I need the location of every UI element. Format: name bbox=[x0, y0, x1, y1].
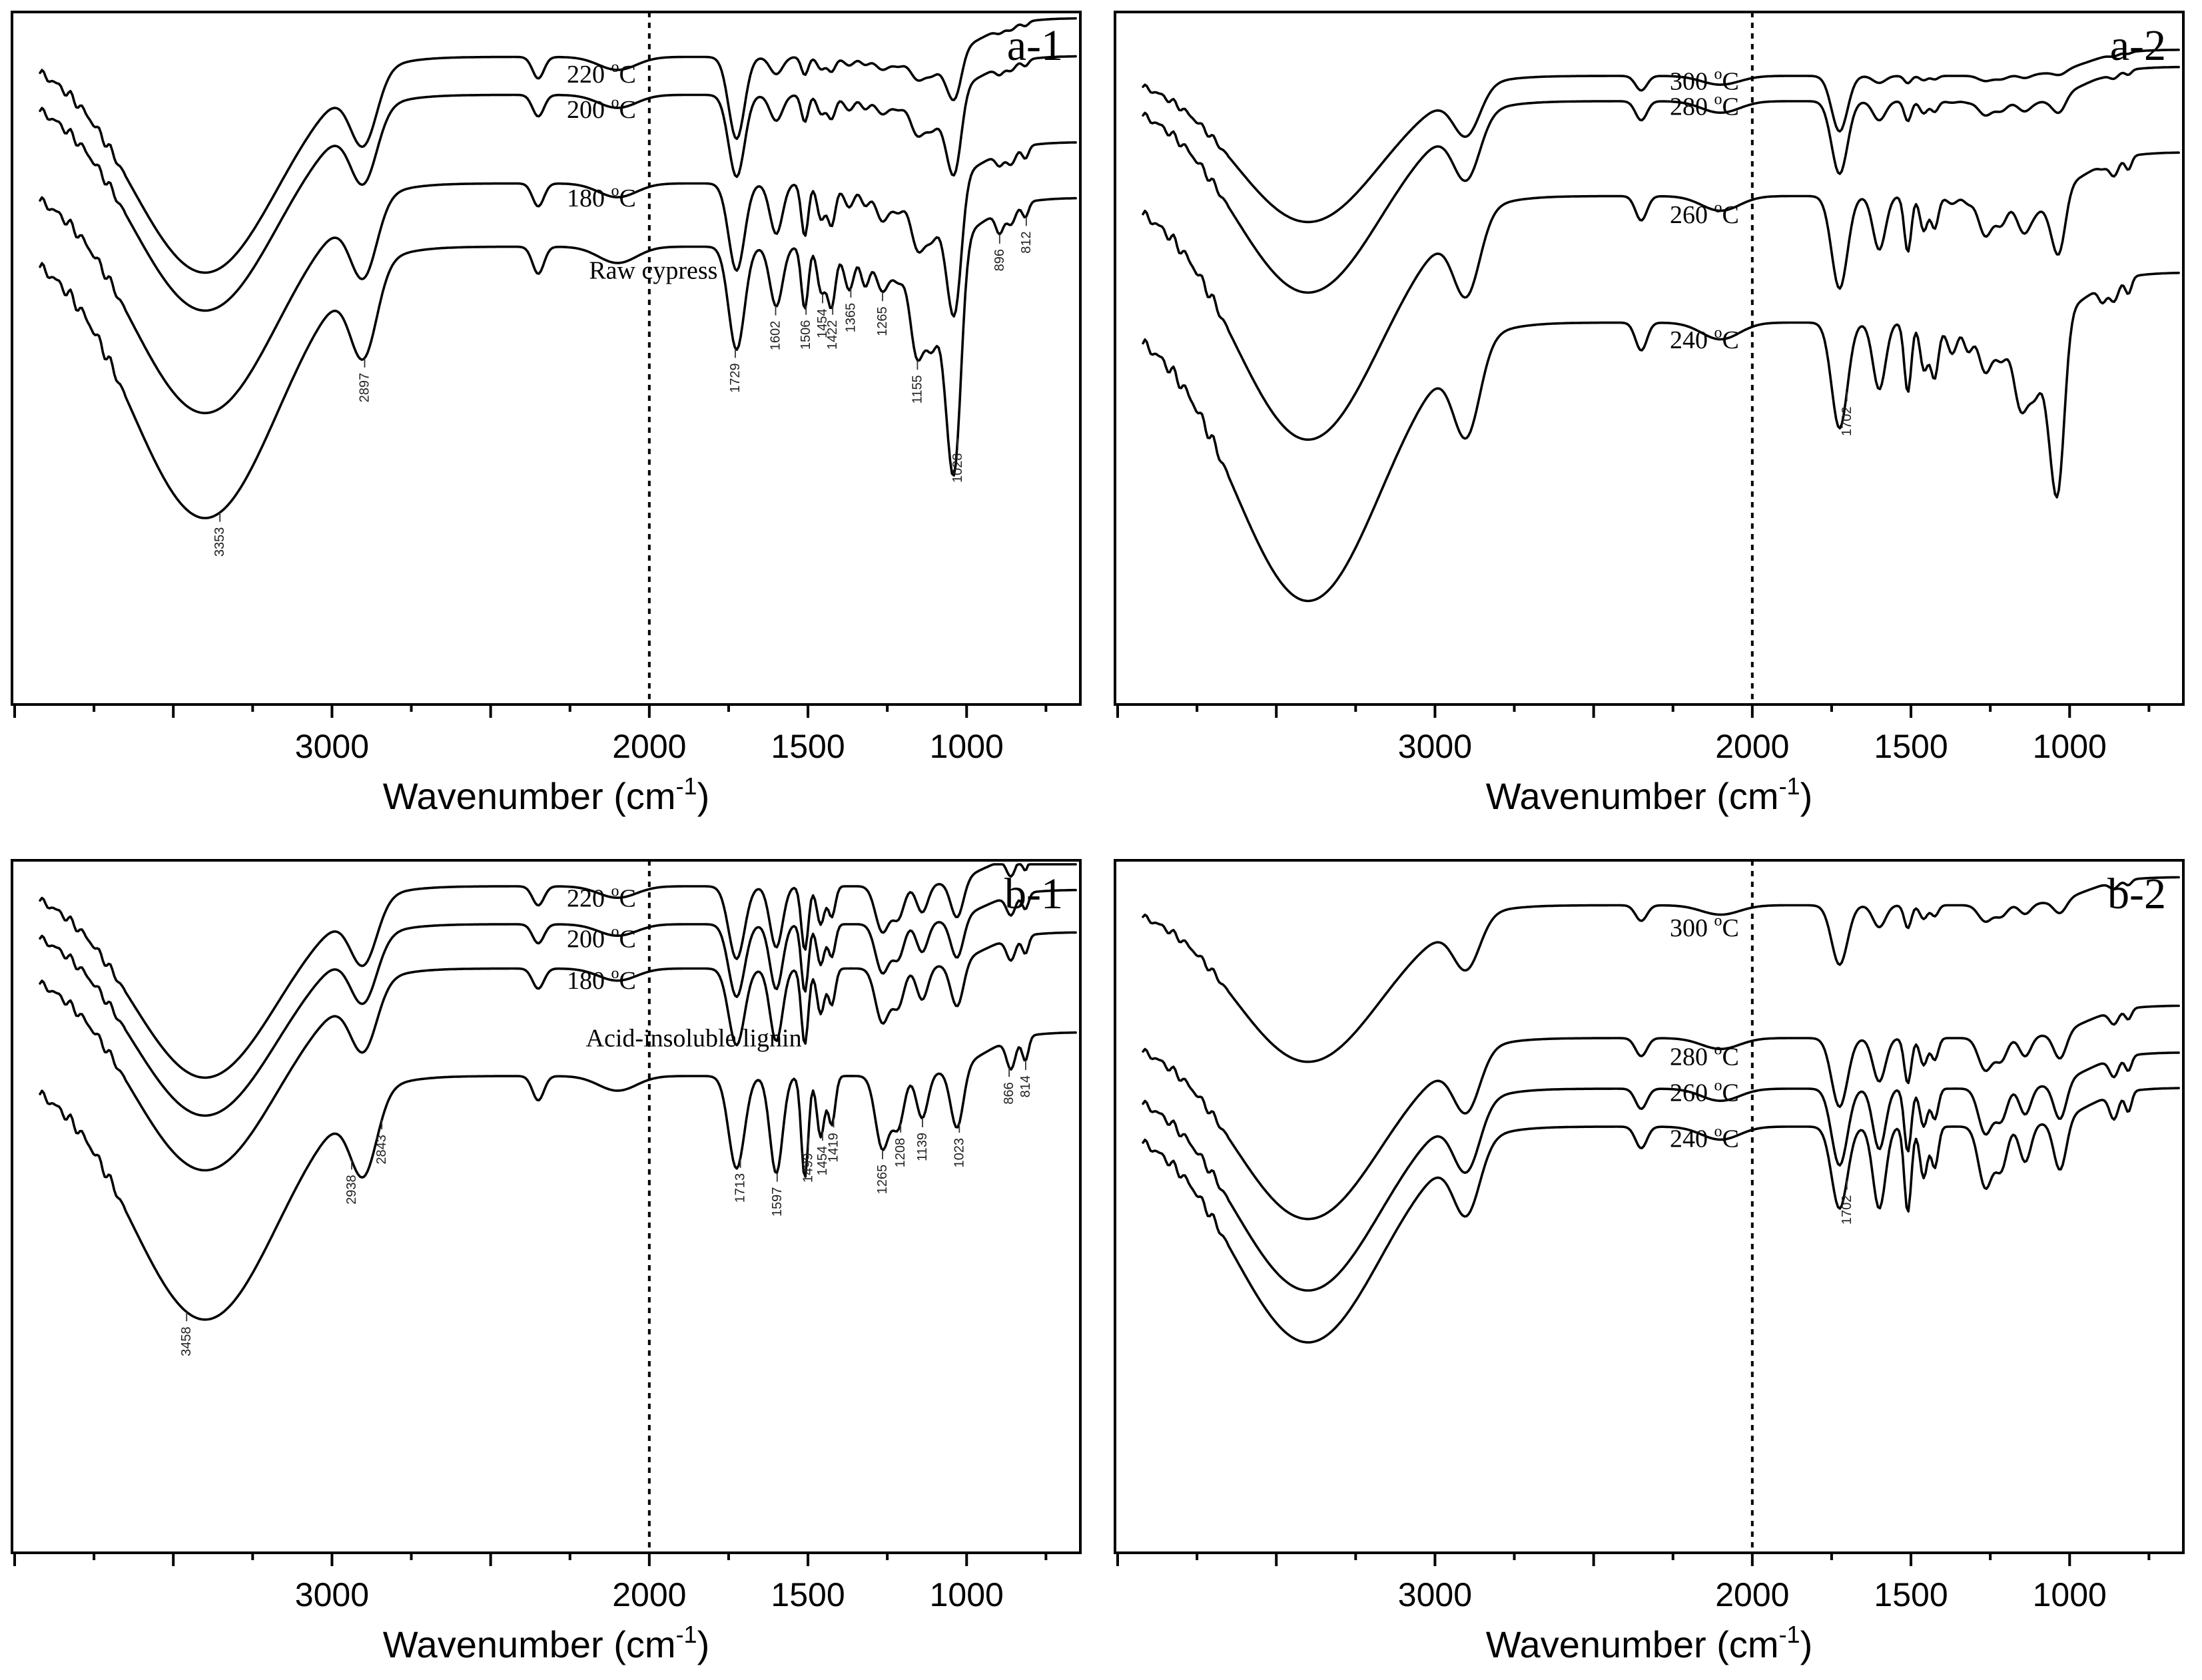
series-label: 220 oC bbox=[567, 882, 636, 912]
peak-label: 1729 bbox=[728, 363, 743, 393]
peak-label: 1023 bbox=[952, 1138, 966, 1168]
x-tick-label: 1500 bbox=[771, 728, 845, 765]
x-tick-label: 1500 bbox=[771, 1576, 845, 1613]
plot-frame bbox=[11, 859, 1082, 1554]
peak-label: 1208 bbox=[893, 1138, 908, 1168]
panel-a-2: 3000 2000 1500 1000 Wavenumber (cm-1) a-2 300 … bbox=[1114, 11, 2185, 817]
spectrum-3 bbox=[39, 141, 1077, 415]
spectrum-2 bbox=[1142, 1004, 2180, 1221]
x-tick-label: 2000 bbox=[612, 1576, 686, 1613]
peak-label: 1454 bbox=[815, 1146, 830, 1176]
panel-a-1: 3000 2000 1500 1000 Wavenumber (cm-1) a-1 220 … bbox=[11, 11, 1082, 817]
x-tick-label: 1000 bbox=[2033, 1576, 2107, 1613]
peak-label: 1139 bbox=[915, 1133, 930, 1161]
peak-label: 1265 bbox=[875, 306, 890, 336]
spectrum-1 bbox=[39, 17, 1077, 274]
peak-label: 1365 bbox=[843, 303, 858, 333]
series-label: 200 oC bbox=[567, 94, 636, 124]
spectrum-4 bbox=[39, 1031, 1077, 1321]
series-label: 280 oC bbox=[1670, 1041, 1739, 1071]
spectrum-1 bbox=[1142, 876, 2180, 1063]
series-label: 240 oC bbox=[1670, 1123, 1739, 1153]
series-label: 300 oC bbox=[1670, 912, 1739, 942]
spectrum-3 bbox=[1142, 151, 2180, 441]
series-label: 180 oC bbox=[567, 965, 636, 995]
spectrum-3 bbox=[1142, 1051, 2180, 1292]
x-tick-label: 1500 bbox=[1874, 1576, 1948, 1613]
peak-label: 1454 bbox=[815, 308, 830, 338]
panel-label: a-2 bbox=[2110, 21, 2166, 70]
panel-label: a-1 bbox=[1007, 21, 1063, 70]
series-label: 260 oC bbox=[1670, 1077, 1739, 1107]
series-label: 200 oC bbox=[567, 923, 636, 953]
peak-label: 812 bbox=[1019, 231, 1034, 253]
spectrum-2 bbox=[39, 888, 1077, 1117]
peak-label: 2843 bbox=[374, 1135, 389, 1165]
plot-frame bbox=[1114, 859, 2185, 1554]
x-tick-label: 2000 bbox=[1715, 1576, 1789, 1613]
peak-label: 1028 bbox=[950, 453, 965, 483]
peak-label: 3353 bbox=[212, 527, 227, 557]
x-axis-title: Wavenumber (cm-1) bbox=[1486, 1621, 1812, 1665]
spectrum-4 bbox=[1142, 272, 2180, 603]
peak-label: 814 bbox=[1018, 1075, 1033, 1097]
x-tick-label: 2000 bbox=[612, 728, 686, 765]
spectrum-2 bbox=[39, 55, 1077, 312]
x-tick-label: 3000 bbox=[1398, 1576, 1472, 1613]
spectrum-3 bbox=[39, 931, 1077, 1172]
x-tick-label: 1000 bbox=[930, 1576, 1004, 1613]
x-axis-title: Wavenumber (cm-1) bbox=[383, 1621, 709, 1665]
x-tick-label: 1500 bbox=[1874, 728, 1948, 765]
series-label: 240 oC bbox=[1670, 324, 1739, 354]
peak-label: 1419 bbox=[827, 1133, 841, 1163]
peak-label: 3458 bbox=[179, 1326, 194, 1356]
x-axis-title: Wavenumber (cm-1) bbox=[383, 772, 709, 817]
peak-label: 1702 bbox=[1840, 407, 1854, 437]
series-label: 220 oC bbox=[567, 59, 636, 89]
spectrum-4 bbox=[39, 196, 1077, 519]
peak-label: 896 bbox=[992, 249, 1007, 271]
peak-label: 1499 bbox=[801, 1153, 816, 1183]
x-tick-label: 3000 bbox=[1398, 728, 1472, 765]
peak-label: 2938 bbox=[344, 1175, 359, 1205]
peak-label: 2897 bbox=[357, 373, 372, 403]
peak-label: 1602 bbox=[768, 321, 783, 350]
peak-label: 1155 bbox=[910, 375, 924, 404]
spectrum-1 bbox=[39, 863, 1077, 1079]
x-axis-title: Wavenumber (cm-1) bbox=[1486, 772, 1812, 817]
spectrum-2 bbox=[1142, 65, 2180, 294]
peak-label: 1597 bbox=[770, 1187, 785, 1217]
spectrum-4 bbox=[1142, 1087, 2180, 1344]
series-label: Acid-insoluble lignin bbox=[586, 1024, 802, 1052]
plot-frame bbox=[11, 11, 1082, 706]
x-tick-label: 3000 bbox=[295, 728, 369, 765]
plot-frame bbox=[1114, 11, 2185, 706]
peak-label: 1713 bbox=[733, 1173, 748, 1203]
peak-label: 1506 bbox=[799, 320, 813, 350]
series-label: 300 oC bbox=[1670, 65, 1739, 95]
peak-label: 1422 bbox=[825, 320, 840, 350]
series-label: Raw cypress bbox=[589, 256, 717, 284]
x-tick-label: 3000 bbox=[295, 1576, 369, 1613]
series-label: 280 oC bbox=[1670, 91, 1739, 121]
x-tick-label: 1000 bbox=[930, 728, 1004, 765]
x-tick-label: 2000 bbox=[1715, 728, 1789, 765]
series-label: 180 oC bbox=[567, 182, 636, 212]
peak-label: 866 bbox=[1002, 1082, 1016, 1104]
series-label: 260 oC bbox=[1670, 199, 1739, 229]
peak-label: 1702 bbox=[1840, 1195, 1854, 1225]
x-tick-label: 1000 bbox=[2033, 728, 2107, 765]
spectrum-1 bbox=[1142, 49, 2180, 224]
peak-label: 1265 bbox=[875, 1165, 890, 1195]
